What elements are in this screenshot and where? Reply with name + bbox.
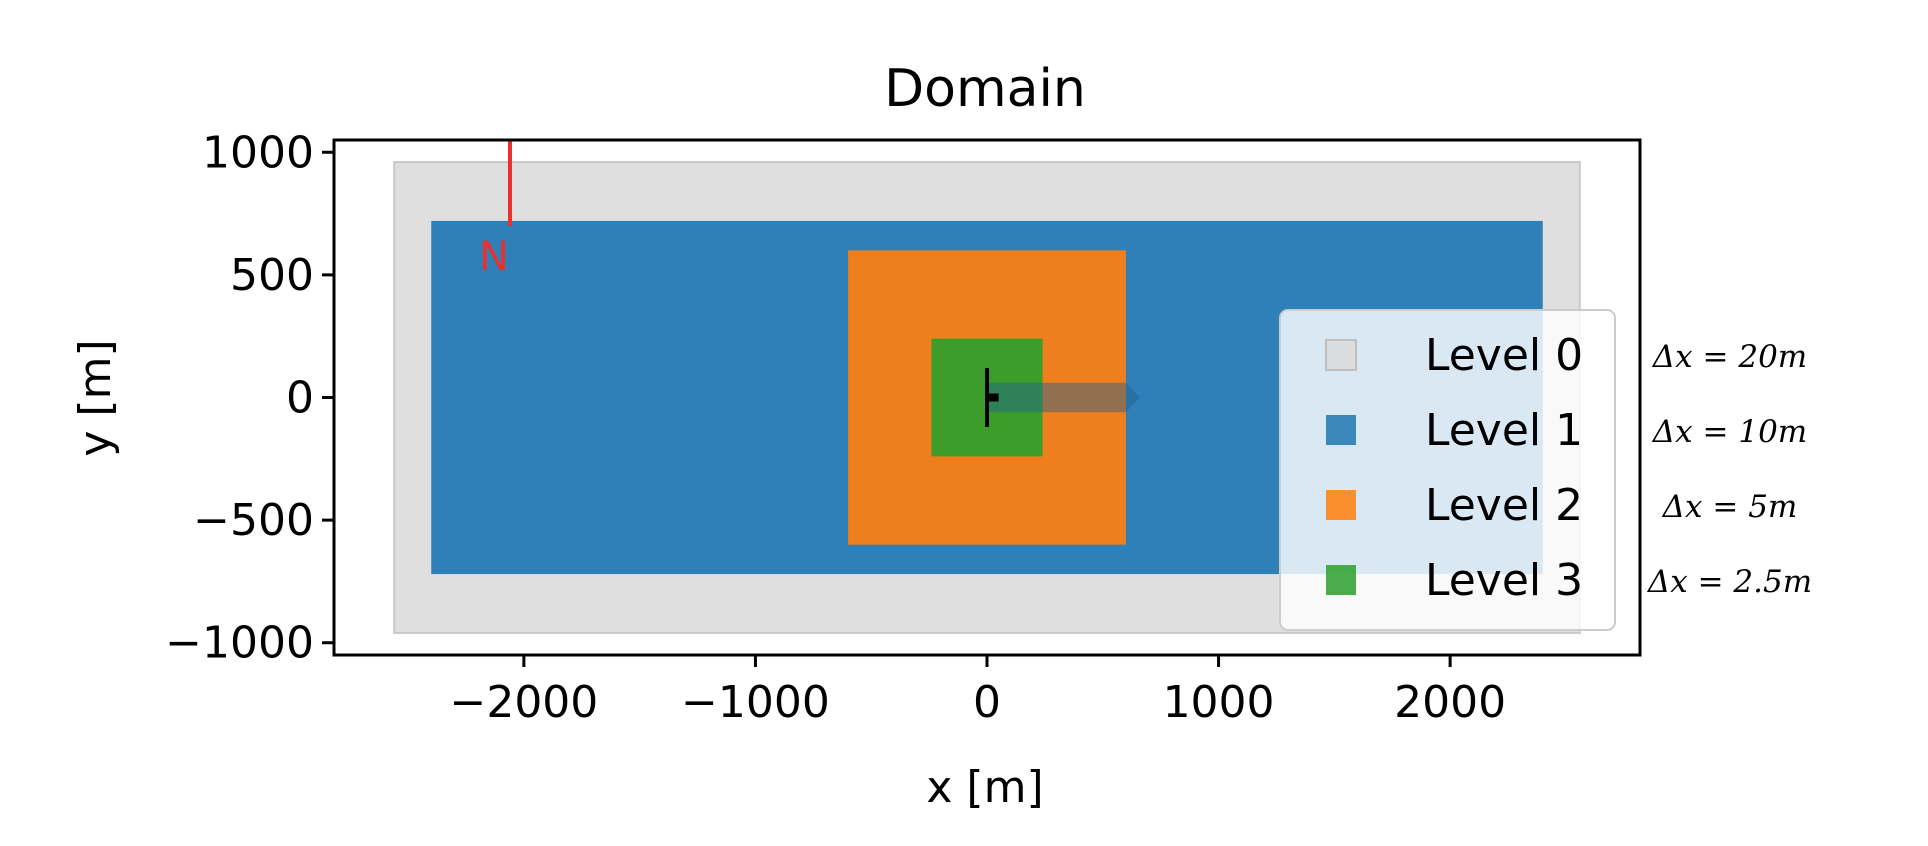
y-axis-ticks: 1000 500 0 −500 −1000 bbox=[165, 127, 334, 669]
legend-swatch-level-0 bbox=[1325, 339, 1357, 371]
north-arrow-label: N bbox=[479, 234, 509, 280]
legend-label-level-0: Level 0 bbox=[1425, 330, 1583, 381]
y-tick-label: 1000 bbox=[202, 127, 314, 178]
x-tick-label: 0 bbox=[973, 677, 1001, 728]
legend-swatch-level-3 bbox=[1326, 565, 1356, 595]
y-tick-label: 500 bbox=[230, 250, 314, 301]
y-tick-label: −500 bbox=[193, 495, 314, 546]
x-tick-label: −2000 bbox=[449, 677, 598, 728]
legend-label-level-1: Level 1 bbox=[1425, 405, 1583, 456]
north-arrow: N bbox=[479, 140, 512, 280]
x-tick-label: −1000 bbox=[681, 677, 830, 728]
turbine-marker bbox=[985, 368, 999, 427]
y-tick-label: 0 bbox=[286, 373, 314, 424]
resolution-annotation-level-2: Δx = 5m bbox=[1662, 489, 1798, 525]
legend-swatch-level-2 bbox=[1326, 490, 1356, 520]
legend-label-level-3: Level 3 bbox=[1425, 555, 1583, 606]
resolution-annotation-level-1: Δx = 10m bbox=[1652, 414, 1807, 450]
x-axis-label: x [m] bbox=[926, 762, 1043, 813]
x-axis-ticks: −2000 −1000 0 1000 2000 bbox=[449, 655, 1506, 728]
legend-swatch-level-1 bbox=[1326, 415, 1356, 445]
x-tick-label: 1000 bbox=[1163, 677, 1275, 728]
x-tick-label: 2000 bbox=[1394, 677, 1506, 728]
y-tick-label: −1000 bbox=[165, 618, 314, 669]
resolution-annotations: Δx = 20m Δx = 10m Δx = 5m Δx = 2.5m bbox=[1647, 339, 1812, 600]
resolution-annotation-level-3: Δx = 2.5m bbox=[1647, 564, 1812, 600]
resolution-annotation-level-0: Δx = 20m bbox=[1652, 339, 1807, 375]
wake bbox=[987, 382, 1140, 413]
legend: Level 0 Level 1 Level 2 Level 3 bbox=[1279, 309, 1616, 631]
legend-label-level-2: Level 2 bbox=[1425, 480, 1583, 531]
wake-region bbox=[987, 382, 1140, 413]
chart-title: Domain bbox=[884, 59, 1086, 119]
legend-entries: Level 0 Level 1 Level 2 Level 3 bbox=[1325, 330, 1583, 606]
y-axis-label: y [m] bbox=[70, 339, 121, 456]
legend-box bbox=[1279, 309, 1616, 631]
